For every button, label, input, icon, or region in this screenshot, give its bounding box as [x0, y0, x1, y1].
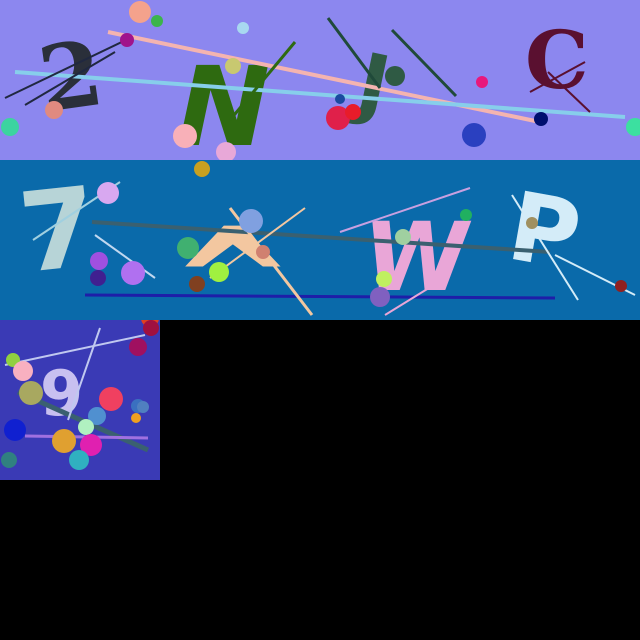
noise-dot: [129, 338, 147, 356]
noise-line: [94, 234, 156, 279]
noise-dot: [370, 287, 390, 307]
noise-dot: [626, 118, 640, 136]
noise-dot: [99, 387, 123, 411]
noise-dot: [173, 124, 197, 148]
noise-line: [339, 187, 471, 233]
noise-line: [511, 194, 579, 301]
noise-line: [326, 17, 382, 89]
noise-dot: [78, 419, 94, 435]
noise-line: [4, 37, 131, 99]
noise-dot: [69, 450, 89, 470]
noise-dot: [615, 280, 627, 292]
captcha-row-2: 7 ^ W P: [0, 160, 640, 320]
noise-line: [529, 61, 586, 93]
captcha-tile-3: 9: [0, 320, 160, 480]
noise-dot: [326, 106, 350, 130]
noise-dot: [395, 229, 411, 245]
noise-dot: [1, 452, 17, 468]
noise-dot: [151, 15, 163, 27]
noise-dot: [462, 123, 486, 147]
noise-dot: [476, 76, 488, 88]
noise-dot: [526, 217, 538, 229]
noise-dot: [376, 271, 392, 287]
captcha-glyph-4: C: [525, 13, 589, 107]
noise-dot: [256, 245, 270, 259]
noise-dot: [137, 401, 149, 413]
noise-line: [4, 334, 146, 366]
noise-dot: [225, 58, 241, 74]
noise-dot: [97, 182, 119, 204]
noise-dot: [90, 270, 106, 286]
noise-line: [24, 51, 116, 106]
captcha-tile-3-canvas: 9: [0, 320, 160, 480]
noise-line: [390, 28, 458, 98]
noise-dot: [385, 66, 405, 86]
noise-dot: [90, 252, 108, 270]
noise-dot: [19, 381, 43, 405]
noise-dot: [80, 434, 102, 456]
noise-dot: [143, 320, 159, 336]
noise-line: [384, 274, 451, 316]
captcha-row-1: 2 N J C: [0, 0, 640, 160]
noise-dot: [120, 33, 134, 47]
noise-dot: [88, 407, 106, 425]
noise-dot: [460, 209, 472, 221]
noise-dot: [121, 261, 145, 285]
noise-dot: [209, 262, 229, 282]
noise-line: [14, 70, 626, 119]
noise-line: [228, 41, 297, 121]
noise-dot: [345, 104, 361, 120]
noise-dot: [189, 276, 205, 292]
noise-dot: [1, 118, 19, 136]
noise-dot: [194, 161, 210, 177]
noise-dot: [129, 1, 151, 23]
noise-dot: [52, 429, 76, 453]
noise-line: [84, 293, 556, 300]
captcha-row-2-canvas: 7 ^ W P: [0, 160, 640, 320]
captcha-row-1-canvas: 2 N J C: [0, 0, 640, 160]
noise-dot: [177, 237, 199, 259]
noise-dot: [45, 101, 63, 119]
noise-dot: [237, 22, 249, 34]
noise-dot: [239, 209, 263, 233]
noise-dot: [13, 361, 33, 381]
noise-dot: [131, 413, 141, 423]
noise-dot: [534, 112, 548, 126]
noise-line: [91, 220, 551, 254]
noise-line: [67, 327, 101, 421]
noise-dot: [216, 142, 236, 160]
noise-dot: [4, 419, 26, 441]
captcha-glyph-1: 7: [14, 163, 104, 298]
noise-dot: [335, 94, 345, 104]
